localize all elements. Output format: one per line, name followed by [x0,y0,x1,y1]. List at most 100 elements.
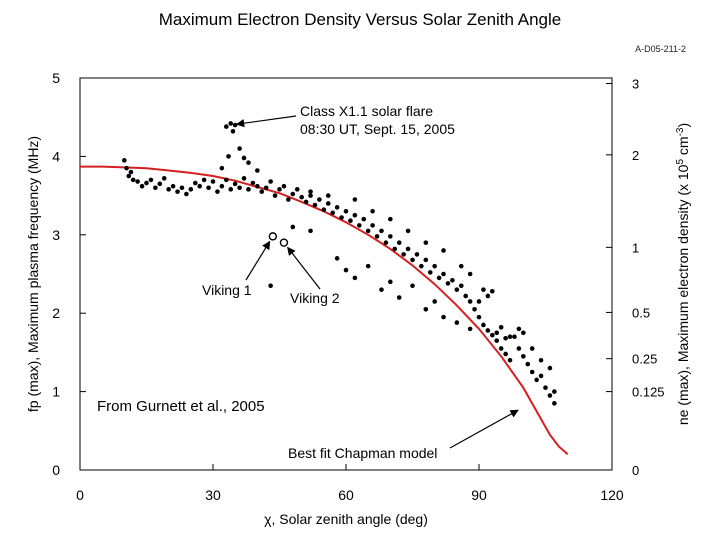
data-point [124,165,129,171]
data-point [467,299,473,304]
data-point [476,299,482,304]
y-tick-label: 4 [52,148,60,164]
ylabel-right-part: cm [675,136,691,159]
tick-group: 0 30 60 90 120 0 1 2 3 4 5 3 2 1 0.5 0.25 0.125 0 [52,70,664,503]
data-point [490,288,495,294]
data-point [317,197,322,202]
data-point [388,279,393,285]
data-point [232,181,238,187]
viking-point [279,238,289,247]
annotation-viking2-text: Viking 2 [290,290,340,306]
right-tick-label: 2 [632,148,639,163]
x-tick-label: 0 [76,487,84,503]
figure-id: A-D05-211-2 [635,44,686,54]
data-point [392,246,398,252]
y-tick-label: 5 [52,70,60,86]
data-point [454,320,460,325]
scatter-group [122,121,557,406]
data-point [370,223,375,228]
x-tick-label: 90 [471,487,487,503]
data-point [192,180,198,186]
data-point [481,322,486,328]
data-point [237,185,242,191]
data-point [370,208,375,214]
x-tick-label: 60 [338,487,354,503]
data-point [365,263,371,269]
data-point [450,277,455,283]
data-point [516,326,522,332]
data-point [552,389,557,394]
data-point [268,179,273,184]
data-point [494,338,500,343]
data-point [219,165,225,171]
data-point [263,185,269,191]
data-point [503,351,508,357]
data-point [272,193,278,198]
data-point [401,252,406,257]
data-point [436,275,442,281]
data-point [343,267,349,273]
data-point [312,202,318,208]
y-axis-label-left: fp (max), Maximum plasma frequency (MHz) [25,136,41,412]
data-point [374,234,380,239]
data-point [161,176,167,181]
data-point [396,240,402,245]
data-point [226,154,231,159]
data-point [441,271,446,277]
data-point [423,257,429,263]
x-tick-label: 30 [205,487,221,503]
right-tick-label: 1 [632,240,639,255]
y-tick-label: 3 [52,227,60,243]
data-point [228,121,234,126]
data-point [197,183,202,189]
data-point [503,335,508,341]
data-point [432,299,437,304]
xlabel-part: χ, Solar zenith angle (deg) [264,511,428,527]
data-point [294,187,300,192]
ylabel-right-part: ne (max), Maximum electron density (x 10 [675,164,691,425]
data-point [534,377,539,383]
data-point [529,369,535,375]
data-point [379,228,384,234]
y-axis-label-right: ne (max), Maximum electron density (x 10… [675,123,692,425]
data-point [135,179,140,184]
data-point [206,185,211,191]
data-point [259,189,265,194]
data-point [454,287,460,292]
data-point [357,223,362,228]
data-point [472,306,477,312]
data-point [476,314,482,320]
data-point [334,205,340,210]
data-point [458,283,464,289]
annotation-flare-text: Class X1.1 solar flare [300,103,433,119]
data-point [441,248,446,253]
data-point [281,183,287,189]
data-point [512,334,517,340]
data-point [388,234,393,239]
data-point [325,201,331,206]
data-point [232,122,238,128]
ylabel-left-part: fp (max), Maximum plasma frequency (MHz) [25,136,41,412]
data-point [343,208,349,214]
data-point [299,194,304,200]
data-point [547,365,553,371]
data-point [521,330,526,336]
data-point [210,179,216,184]
data-point [250,180,256,186]
data-point [290,191,296,197]
y-tick-label: 0 [52,462,60,478]
data-point [170,183,176,189]
data-point [348,218,353,223]
data-point [144,180,149,186]
data-point [255,168,260,173]
data-point [414,252,420,257]
model-line-group [80,165,569,456]
annotation-chapman-text: Best fit Chapman model [288,445,437,461]
data-point [308,193,313,198]
data-point [463,293,469,299]
data-point [552,401,557,406]
data-point [405,228,411,234]
data-point [237,146,242,151]
data-point [352,275,358,281]
credit-note: From Gurnett et al., 2005 [97,398,265,415]
